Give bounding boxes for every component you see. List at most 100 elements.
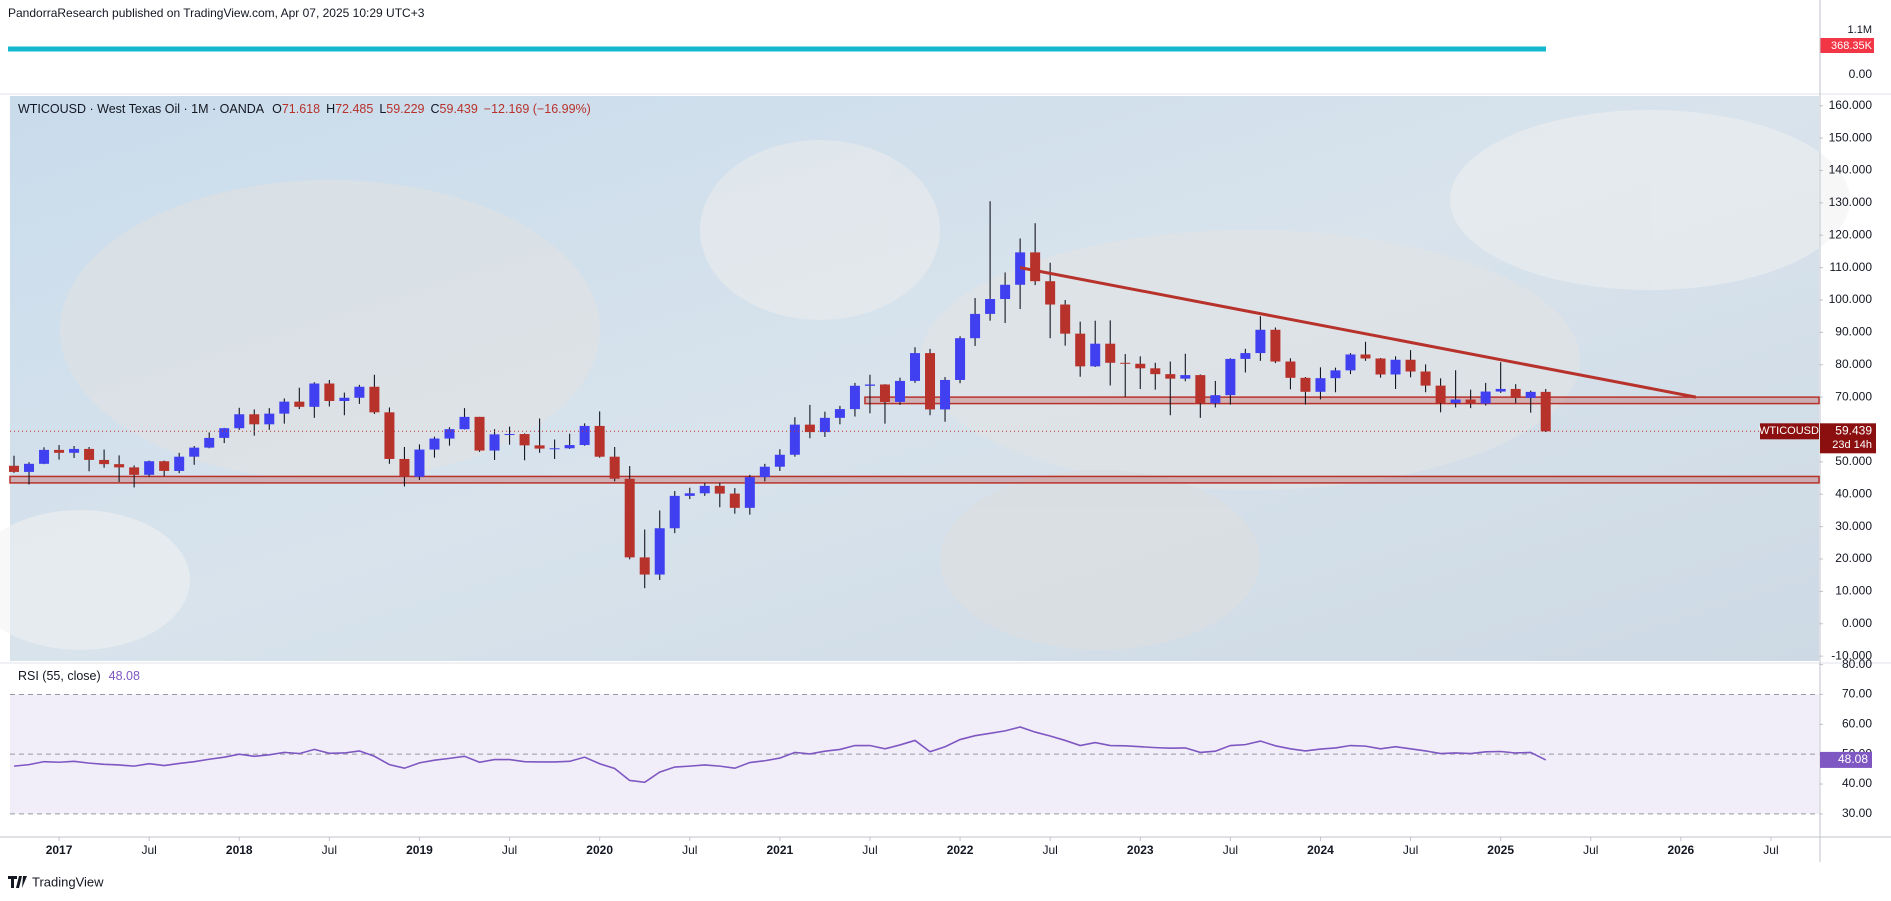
candle-body: [579, 425, 590, 446]
candle-body: [955, 338, 966, 380]
candle-body: [804, 424, 815, 433]
rsi-tick-label: 60.00: [1842, 716, 1872, 730]
rsi-tag: [1820, 751, 1872, 768]
candle-body: [609, 456, 620, 479]
candle-body: [985, 299, 996, 314]
candle-body: [1240, 353, 1251, 359]
candle-body: [1135, 363, 1146, 369]
key: L: [379, 102, 386, 116]
price-tick-label: 0.000: [1842, 616, 1872, 630]
candle-body: [654, 528, 665, 575]
candle-body: [1330, 370, 1341, 379]
candle-body: [1405, 359, 1416, 372]
price-tick-label: 40.000: [1835, 486, 1872, 500]
key: C: [431, 102, 440, 116]
rsi-line: [13, 726, 1547, 784]
support-zone: [864, 396, 1820, 405]
candle-body: [849, 385, 860, 410]
time-tick-label: 2024: [1307, 843, 1334, 857]
candle-body: [819, 417, 830, 433]
candle-body: [1105, 343, 1116, 363]
candle-body: [1510, 388, 1521, 398]
candle-body: [1000, 284, 1011, 300]
candle-body: [264, 413, 275, 425]
candle-body: [1435, 385, 1446, 404]
legend: WTICOUSD · West Texas Oil · 1M · OANDA O7…: [18, 102, 591, 116]
rsi-legend: RSI (55, close) 48.08: [18, 669, 140, 683]
trendline: [1019, 266, 1697, 399]
time-tick-label: 2026: [1668, 843, 1695, 857]
candle-body: [714, 485, 725, 494]
candle-body: [1525, 391, 1536, 398]
candle-body: [249, 414, 260, 425]
candle-body: [1210, 395, 1221, 404]
candle-body: [339, 397, 350, 402]
candle-body: [1285, 361, 1296, 378]
low: 59.229: [386, 102, 424, 116]
candle-body: [84, 448, 95, 460]
volume-tag: [1820, 38, 1874, 53]
candle-body: [594, 425, 605, 457]
candle-body: [1450, 399, 1461, 404]
candle-body: [639, 557, 650, 575]
candle-body: [1300, 377, 1311, 392]
candle-body: [1420, 371, 1431, 386]
candle-body: [1060, 304, 1071, 334]
candle-body: [519, 434, 530, 446]
candle-body: [504, 434, 515, 436]
high: 72.485: [335, 102, 373, 116]
price-tick-label: -10.000: [1831, 648, 1872, 662]
candle-body: [9, 465, 19, 472]
candle-body: [189, 447, 200, 457]
candle-body: [684, 493, 695, 496]
candle-body: [624, 478, 635, 558]
candle-body: [1030, 252, 1041, 282]
candle-body: [459, 416, 470, 430]
price-tick-label: 70.000: [1835, 389, 1872, 403]
candle-body: [399, 458, 410, 477]
candle-body: [414, 449, 425, 477]
candle-body: [369, 386, 380, 413]
symbol: WTICOUSD · West Texas Oil · 1M · OANDA: [18, 102, 265, 116]
volume-zero-label: 0.00: [1849, 67, 1873, 81]
candle-body: [1465, 399, 1476, 404]
time-tick-label: 2019: [406, 843, 433, 857]
candle-body: [39, 449, 50, 464]
rsi-tick-label: 30.00: [1842, 806, 1872, 820]
time-tick-label: Jul: [502, 843, 517, 857]
candle-body: [1345, 354, 1356, 371]
candle-body: [970, 313, 981, 339]
candle-body: [1180, 375, 1191, 379]
time-tick-label: 2022: [947, 843, 974, 857]
candle-body: [144, 461, 155, 475]
candle-body: [1165, 374, 1176, 379]
candle-body: [444, 429, 455, 439]
time-tick-label: Jul: [141, 843, 156, 857]
open: 71.618: [282, 102, 320, 116]
price-tag-label: 59.439: [1835, 423, 1872, 437]
map-land: [0, 110, 1850, 650]
price-tick-label: 140.000: [1829, 163, 1873, 177]
price-tick-label: 30.000: [1835, 519, 1872, 533]
candle-body: [324, 383, 335, 402]
time-tick-label: 2020: [586, 843, 613, 857]
candle-body: [534, 445, 545, 449]
candle-body: [1270, 329, 1281, 362]
time-tick-label: Jul: [1223, 843, 1238, 857]
candle-body: [1360, 354, 1371, 359]
time-tick-label: Jul: [1583, 843, 1598, 857]
time-tick-label: 2018: [226, 843, 253, 857]
candle-body: [549, 448, 560, 450]
candle-body: [1390, 359, 1401, 375]
close: 59.439: [440, 102, 478, 116]
time-tick-label: Jul: [1403, 843, 1418, 857]
candle-body: [834, 409, 845, 418]
time-tick-label: 2017: [46, 843, 73, 857]
candle-body: [1495, 388, 1506, 392]
candle-body: [1120, 362, 1131, 364]
candle-body: [309, 383, 320, 407]
candle-body: [69, 448, 80, 453]
rsi-title: RSI (55, close): [18, 669, 101, 683]
volume-max-label: 1.1M: [1848, 24, 1872, 36]
price-tick-label: 110.000: [1830, 260, 1873, 274]
